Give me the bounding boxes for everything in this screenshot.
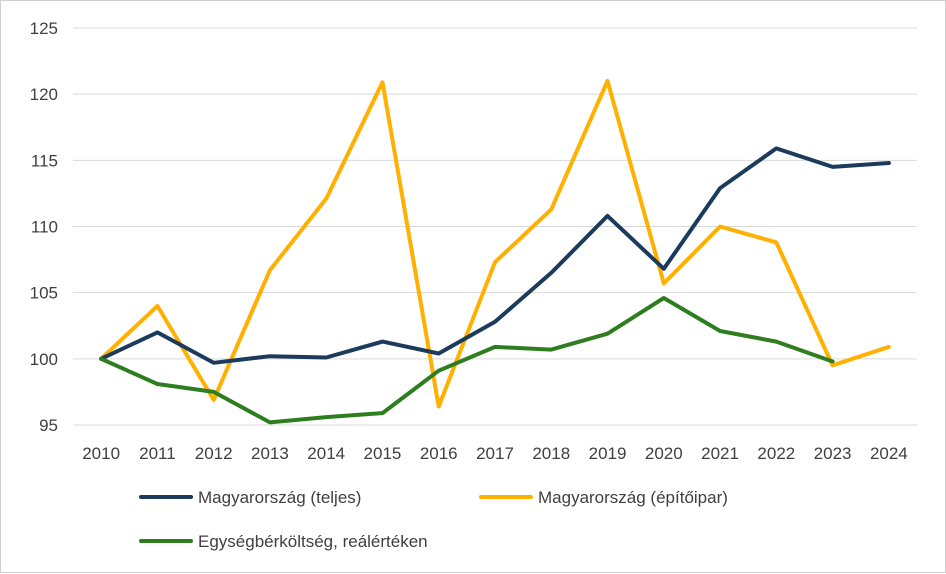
y-tick-label: 125 xyxy=(30,19,58,38)
y-tick-label: 100 xyxy=(30,350,58,369)
y-tick-label: 110 xyxy=(31,218,58,237)
legend-label: Magyarország (építőipar) xyxy=(538,488,728,507)
x-tick-label: 2012 xyxy=(195,444,233,463)
x-tick-label: 2016 xyxy=(420,444,458,463)
x-tick-label: 2015 xyxy=(364,444,402,463)
x-tick-label: 2019 xyxy=(589,444,627,463)
legend-label: Egységbérköltség, reálértéken xyxy=(198,532,428,551)
x-tick-label: 2023 xyxy=(814,444,852,463)
x-tick-label: 2024 xyxy=(870,444,908,463)
x-tick-label: 2020 xyxy=(645,444,683,463)
x-tick-label: 2013 xyxy=(251,444,289,463)
x-tick-label: 2022 xyxy=(757,444,795,463)
y-tick-label: 105 xyxy=(30,284,58,303)
x-tick-label: 2021 xyxy=(701,444,739,463)
x-tick-label: 2014 xyxy=(307,444,345,463)
series-line-3 xyxy=(99,296,835,425)
x-tick-label: 2018 xyxy=(532,444,570,463)
x-tick-label: 2011 xyxy=(139,444,176,463)
x-tick-label: 2017 xyxy=(476,444,514,463)
y-tick-label: 120 xyxy=(30,85,58,104)
series-line-1 xyxy=(99,146,891,365)
series-line-2 xyxy=(99,78,891,409)
y-tick-label: 95 xyxy=(39,416,58,435)
legend-label: Magyarország (teljes) xyxy=(198,488,361,507)
y-tick-label: 115 xyxy=(31,151,58,170)
x-tick-label: 2010 xyxy=(82,444,120,463)
